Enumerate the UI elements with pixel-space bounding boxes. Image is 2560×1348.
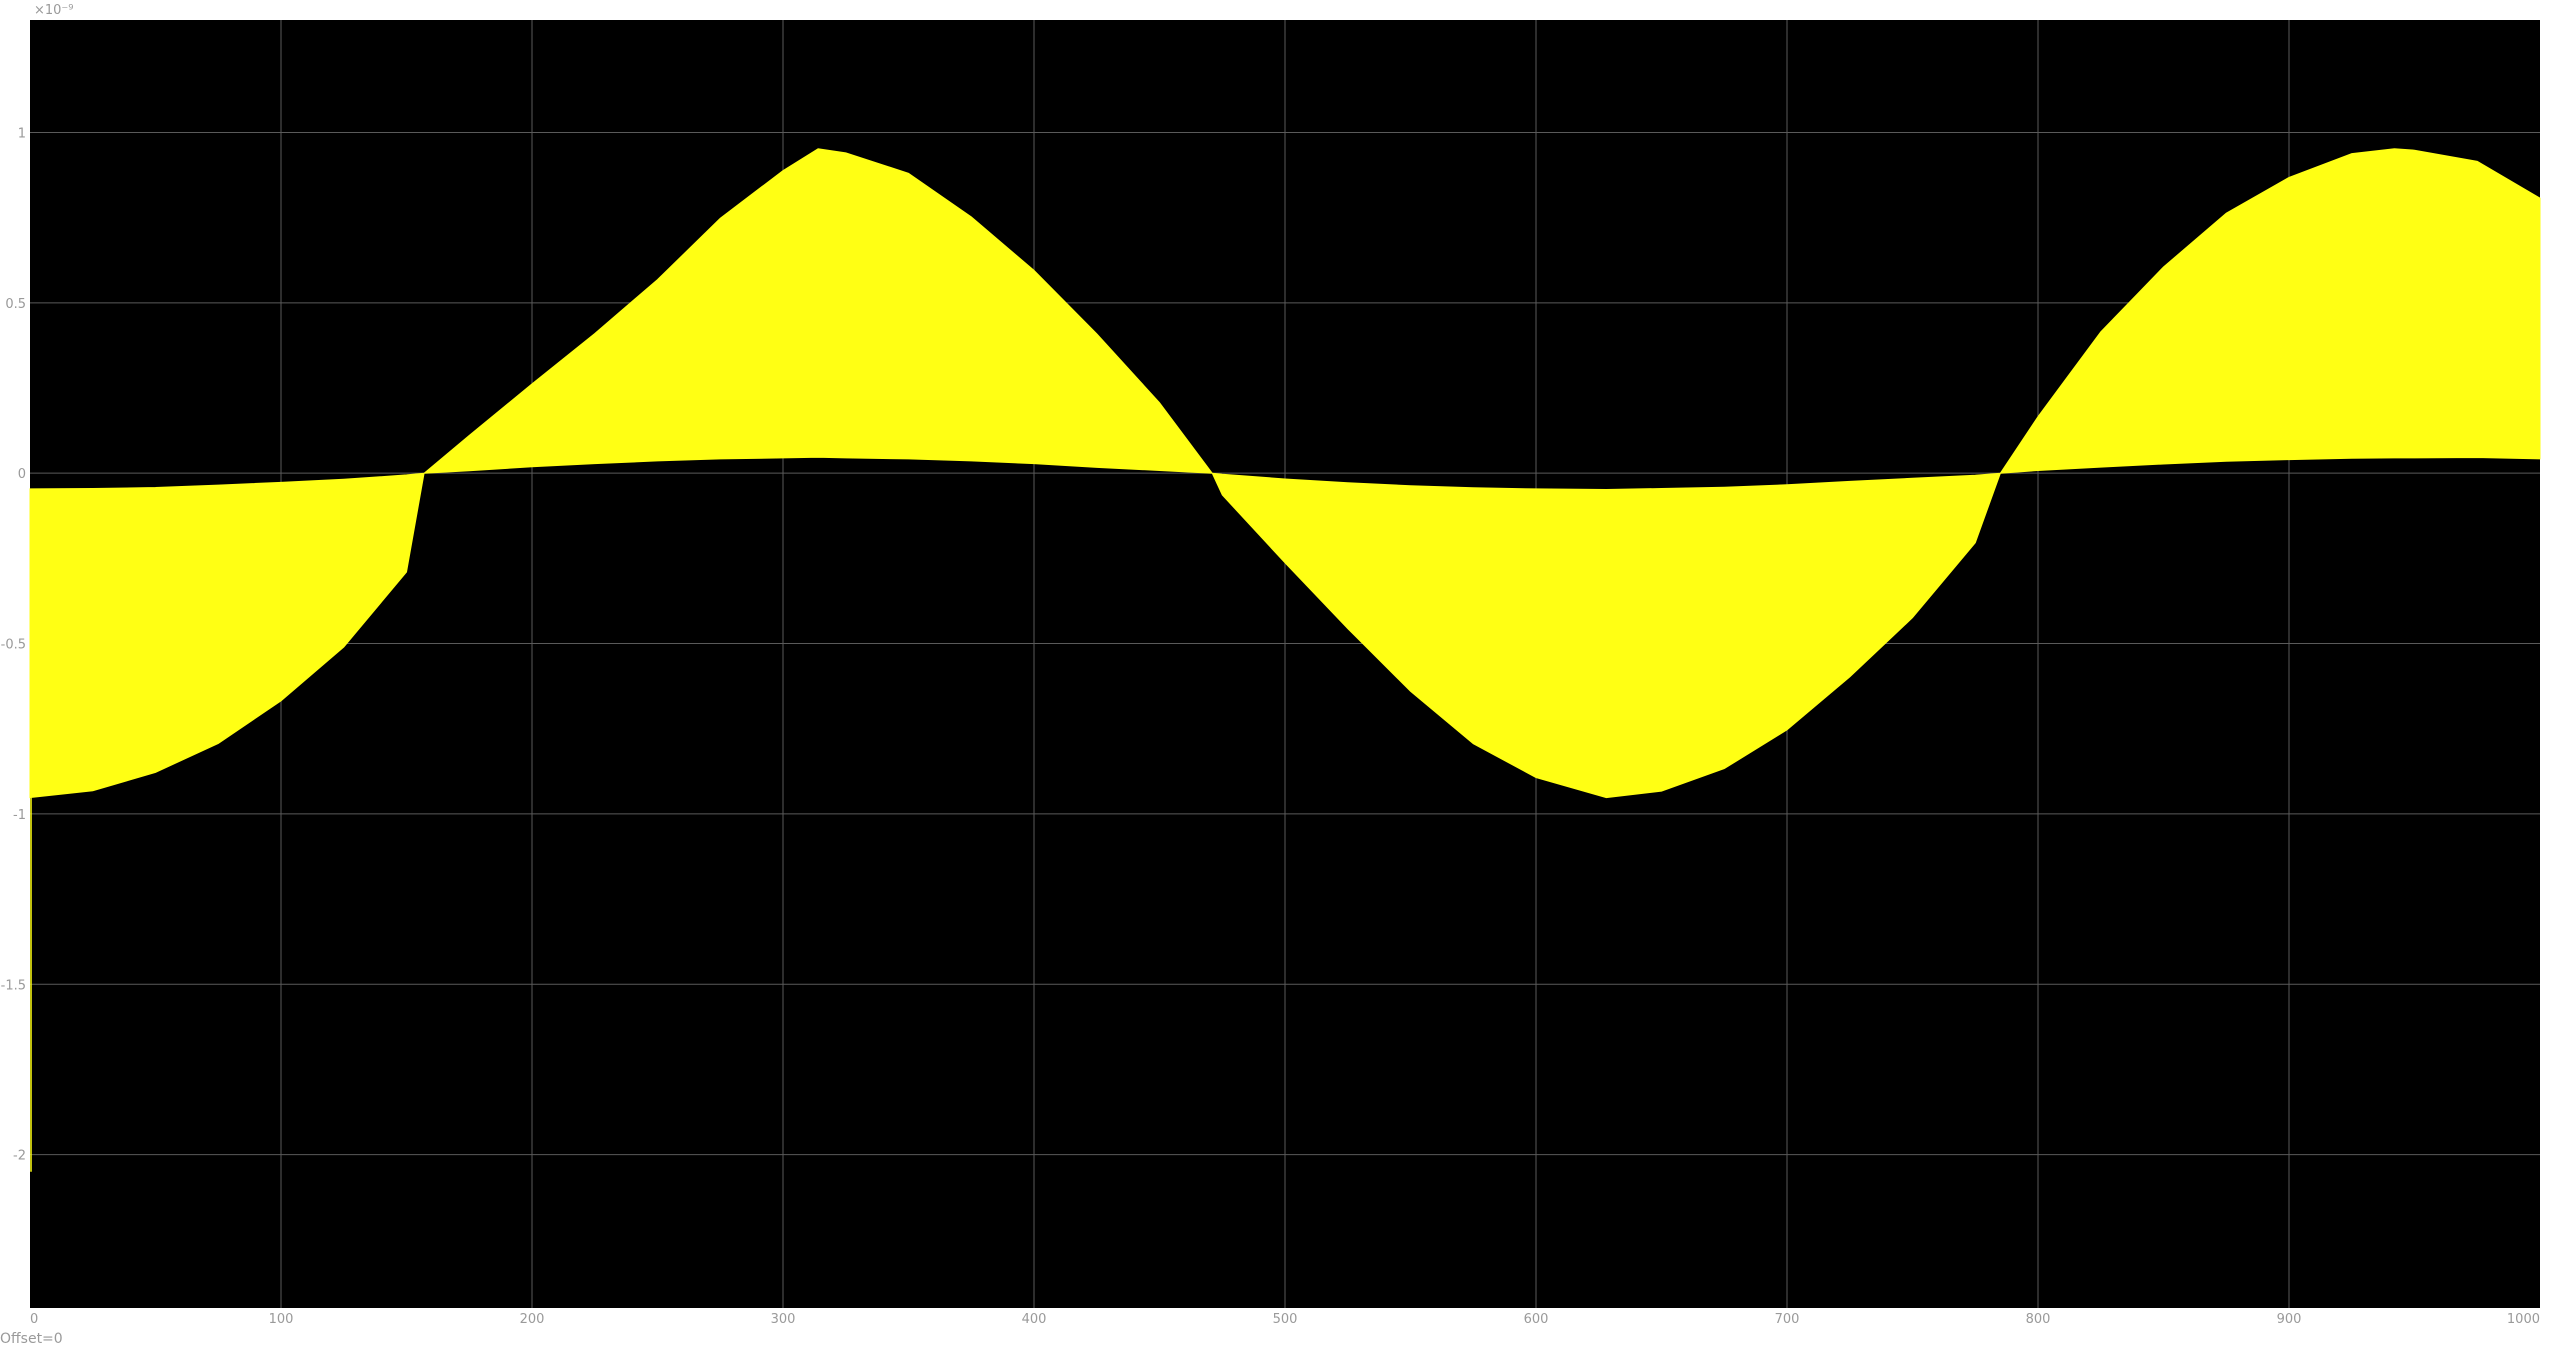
signal-envelope-0 — [29, 148, 2541, 799]
offset-label: Offset=0 — [0, 1331, 63, 1347]
x-tick-label: 300 — [771, 1312, 796, 1327]
y-tick-label: 0 — [18, 467, 26, 482]
x-tick-label: 900 — [2277, 1312, 2302, 1327]
x-tick-label: 0 — [30, 1312, 38, 1327]
y-tick-label: 1 — [18, 126, 26, 141]
x-tick-label: 500 — [1273, 1312, 1298, 1327]
signal-area — [29, 148, 2541, 1172]
x-tick-label: 700 — [1775, 1312, 1800, 1327]
x-tick-label: 100 — [269, 1312, 294, 1327]
x-tick-label: 400 — [1022, 1312, 1047, 1327]
y-tick-label: 0.5 — [5, 297, 26, 312]
x-tick-label: 1000 — [2507, 1312, 2540, 1327]
y-tick-label: -1.5 — [1, 978, 26, 993]
y-tick-label: -2 — [13, 1149, 26, 1164]
x-tick-label: 800 — [2026, 1312, 2051, 1327]
y-axis-ticks: 1 0.5 0 -0.5 -1 -1.5 -2 — [1, 126, 26, 1163]
y-tick-label: -1 — [13, 808, 26, 823]
y-tick-label: -0.5 — [1, 638, 26, 653]
x-tick-label: 600 — [1524, 1312, 1549, 1327]
y-exponent-label: ×10⁻⁹ — [34, 3, 74, 18]
x-axis-ticks: 0 100 200 300 400 500 600 700 800 900 1000 — [30, 1312, 2540, 1327]
x-tick-label: 200 — [520, 1312, 545, 1327]
